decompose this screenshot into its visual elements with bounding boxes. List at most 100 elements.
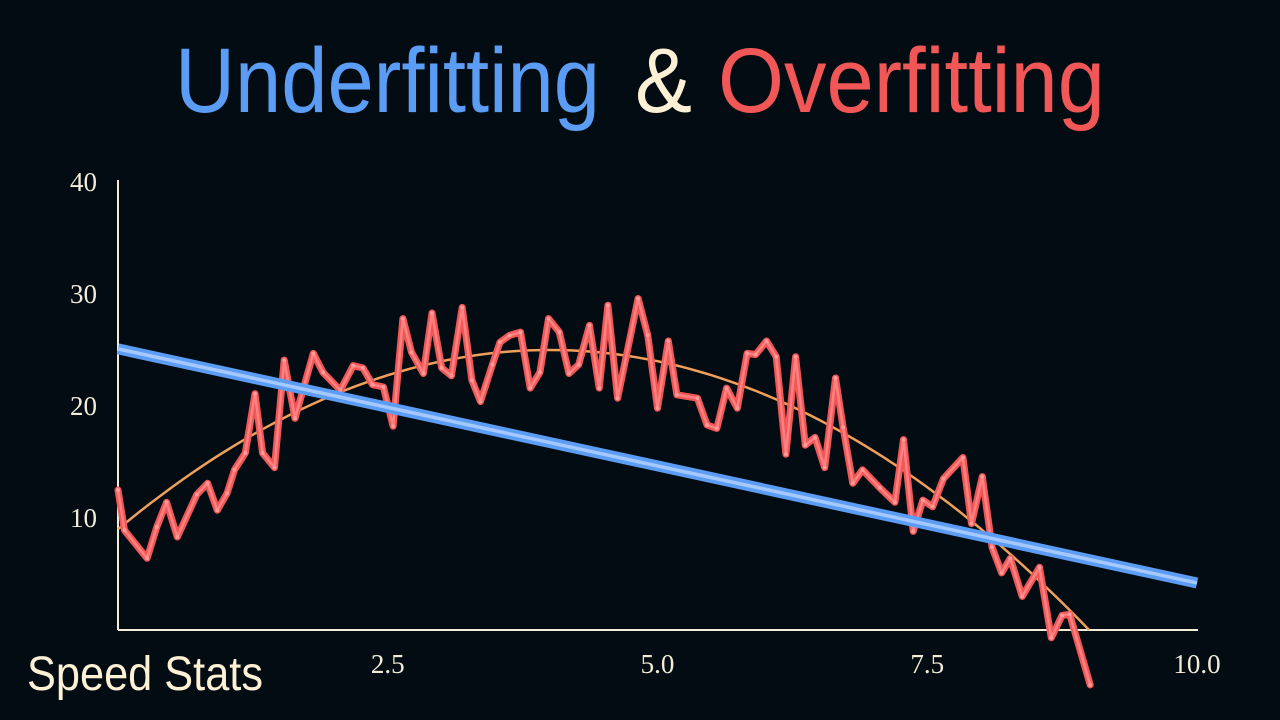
title-ampersand: & — [635, 30, 692, 132]
overfit-point — [990, 545, 994, 550]
overfit-point — [321, 370, 325, 375]
overfit-point — [215, 508, 220, 513]
quadratic-fit-line — [117, 348, 1090, 631]
overfit-point — [430, 311, 434, 315]
x-tick-label: 2.5 — [371, 649, 405, 679]
overfit-point — [154, 525, 159, 529]
overfit-point — [243, 451, 248, 455]
overfit-point — [370, 382, 375, 387]
x-tick-labels: 2.5 5.0 7.5 10.0 — [371, 649, 1221, 679]
overfit-point — [490, 362, 495, 367]
linear-fit-line-highlight — [117, 347, 1198, 585]
overfit-point — [587, 323, 592, 328]
overfit-point — [282, 358, 287, 363]
overfit-point — [813, 435, 817, 440]
overfit-point — [695, 396, 700, 401]
overfit-point — [311, 351, 316, 356]
overfit-point — [822, 465, 827, 470]
overfit-point — [260, 451, 265, 455]
overfit-point — [1067, 612, 1072, 617]
overfit-point — [841, 425, 846, 430]
overfit-point — [498, 340, 502, 345]
y-tick-label: 10 — [70, 503, 97, 533]
overfit-point — [877, 485, 882, 490]
overfit-point — [537, 370, 542, 375]
overfit-point — [941, 476, 946, 481]
overfit-point — [576, 362, 581, 367]
overfit-point — [507, 333, 512, 338]
overfit-point — [293, 416, 297, 421]
overfit-point — [901, 437, 906, 442]
overfit-point — [164, 500, 169, 505]
overfit-point — [122, 528, 127, 533]
overfit-point — [1037, 565, 1042, 570]
overfit-point — [615, 396, 620, 401]
overfit-point — [1049, 635, 1054, 640]
title-overfitting: Overfitting — [718, 30, 1105, 132]
overfit-point — [803, 443, 808, 448]
overfit-point — [764, 339, 769, 343]
overfit-point — [774, 354, 779, 359]
overfit-point — [528, 386, 533, 391]
x-tick-label: 5.0 — [641, 649, 675, 679]
x-tick-label: 10.0 — [1173, 649, 1220, 679]
overfit-point — [1008, 556, 1013, 561]
overfit-point — [655, 406, 660, 411]
overfit-point — [969, 521, 974, 526]
overfit-point — [478, 399, 483, 404]
overfit-point — [930, 504, 935, 509]
overfit-point — [546, 316, 551, 321]
overfit-point — [145, 556, 150, 561]
overfit-point — [920, 498, 925, 503]
overfit-point — [272, 465, 277, 470]
overfit-point — [557, 330, 562, 335]
overfit-point — [745, 351, 750, 356]
overfit-point — [724, 386, 729, 391]
overfit-point — [636, 296, 641, 301]
overfit-point — [194, 492, 199, 497]
overfit-point — [567, 371, 571, 376]
overfit-point — [469, 378, 474, 383]
overfit-point — [850, 481, 855, 486]
overfit-point — [783, 452, 788, 457]
overfit-point — [999, 570, 1004, 575]
overfit-point — [409, 350, 414, 355]
title-underfitting: Underfitting — [175, 30, 600, 132]
overfit-point — [597, 386, 602, 391]
y-tick-label: 20 — [70, 391, 97, 421]
overfit-point — [381, 385, 386, 389]
overfit-point — [645, 333, 650, 338]
overfit-point — [175, 535, 180, 539]
overfit-point — [391, 424, 396, 429]
overfit-point — [116, 488, 120, 492]
y-tick-label: 30 — [70, 279, 97, 309]
x-tick-label: 7.5 — [910, 649, 944, 679]
series-group — [114, 295, 1199, 689]
overfit-point — [674, 392, 679, 397]
y-tick-labels: 10 20 30 40 — [70, 167, 97, 533]
brand-logo-text: Speed Stats — [27, 648, 263, 701]
overfit-point — [1020, 594, 1025, 599]
overfit-point — [753, 352, 758, 357]
overfit-point — [400, 316, 405, 321]
overfit-point — [793, 354, 798, 359]
overfit-point — [1088, 682, 1093, 687]
overfit-point — [518, 330, 523, 335]
overfit-point — [449, 373, 454, 378]
overfit-point — [232, 467, 237, 472]
overfit-point — [666, 339, 671, 343]
overfit-point — [225, 491, 229, 496]
overfit-point — [735, 406, 740, 411]
overfit-point — [705, 423, 710, 427]
y-tick-label: 40 — [70, 167, 97, 197]
overfit-point — [911, 529, 916, 534]
overfit-point — [960, 455, 965, 460]
overfit-point — [892, 500, 897, 505]
overfit-point — [980, 474, 985, 479]
overfit-point — [460, 305, 465, 310]
overfit-point — [360, 365, 365, 370]
overfit-point — [421, 371, 426, 376]
overfit-point — [205, 481, 210, 486]
overfit-point — [714, 426, 719, 431]
